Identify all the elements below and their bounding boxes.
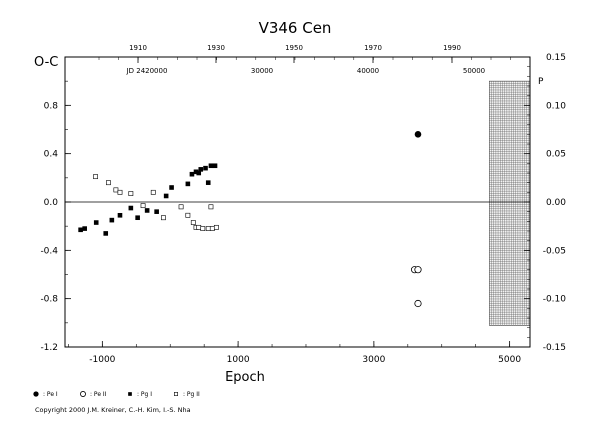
legend-label: : Pg I (137, 391, 152, 398)
y-tick-label: -0.8 (40, 295, 58, 305)
pg1-point (144, 208, 150, 213)
right-tick-label: -0.10 (543, 295, 567, 305)
pg1-point (212, 163, 218, 169)
pe2-point (414, 299, 422, 308)
year-tick-label: 1930 (207, 44, 225, 52)
pg1-point (193, 169, 199, 175)
year-tick-label: 1950 (285, 44, 303, 52)
x-tick-label: 3000 (362, 355, 385, 365)
pg2-point (117, 189, 123, 195)
chart-title: V346 Cen (259, 19, 332, 37)
y-tick-label: 0.0 (44, 198, 59, 208)
right-tick-label: 0.10 (546, 101, 566, 111)
hatch-background (489, 80, 531, 326)
jd-tick-label: 40000 (357, 67, 379, 75)
pg2-point (209, 226, 215, 231)
right-tick-label: -0.05 (543, 246, 566, 256)
pg1-point (78, 227, 83, 233)
pg2-point (113, 187, 119, 193)
x-tick-label: 1000 (227, 355, 250, 365)
pg1-point (93, 220, 99, 225)
pg2-point (93, 174, 98, 180)
pg1-point (205, 180, 211, 185)
pg2-point (178, 204, 184, 210)
pg1-point (196, 170, 202, 176)
pg2-point (128, 191, 134, 196)
y-axis-label: O-C (34, 55, 58, 70)
y-tick-label: -0.4 (40, 246, 58, 256)
pg1-point (185, 181, 191, 187)
y-axis-ticks: -1.2 -0.8 -0.4 0.0 0.4 0.8 (40, 56, 71, 353)
top-axis-ticks: 1910 1930 1950 1970 1990 JD 2420000 30000 40000… (98, 44, 511, 75)
legend-marker (174, 392, 178, 396)
legend-marker (80, 391, 86, 397)
pg1-point (198, 167, 204, 172)
pg2-point (190, 220, 196, 225)
legend-label: : Pe II (90, 391, 107, 398)
pg1-point (208, 163, 214, 169)
year-tick-label: 1970 (364, 44, 382, 52)
pg1-point (163, 193, 169, 199)
right-y-axis-ticks: -0.15 -0.10 -0.05 0.00 0.05 0.10 0.15 (524, 53, 566, 353)
legend-label: : Pg II (183, 391, 200, 398)
hatched-region (489, 80, 531, 326)
year-tick-label: 1990 (443, 44, 461, 52)
year-tick-label: 1910 (129, 44, 147, 52)
pg2-point (185, 212, 191, 218)
pg1-point (189, 171, 195, 177)
pe2-point (414, 266, 422, 274)
pg2-point (106, 180, 111, 186)
legend-label: : Pe I (43, 391, 58, 398)
right-tick-label: -0.15 (543, 343, 566, 353)
pg1-point (109, 217, 115, 223)
pg2-point (213, 224, 219, 230)
y-tick-label: 0.8 (44, 101, 59, 111)
pg2-point (208, 204, 214, 210)
jd-tick-label: 30000 (251, 67, 273, 75)
right-tick-label: 0.05 (546, 150, 566, 160)
pg1-point (117, 212, 123, 218)
right-tick-label: 0.00 (546, 198, 566, 208)
pg2-point (196, 224, 202, 230)
copyright-note: Copyright 2000 J.M. Kreiner, C.-H. Kim, … (35, 406, 191, 414)
right-unit-label: P (538, 77, 544, 87)
y-tick-label: 0.4 (44, 150, 59, 160)
pg1-point (135, 215, 140, 221)
pg1-point (169, 185, 174, 190)
x-axis-ticks: -1000 1000 3000 5000 (68, 341, 521, 365)
pg1-point (82, 226, 87, 231)
pg1-point (154, 209, 159, 214)
jd-tick-label: 50000 (463, 67, 485, 75)
jd-tick-label: JD 2420000 (126, 67, 168, 75)
legend-marker (33, 391, 39, 397)
pg2-point (205, 226, 211, 231)
pg2-point (150, 189, 156, 195)
pg1-point (103, 231, 109, 236)
legend: : Pe I : Pe II : Pg I : Pg II (33, 391, 200, 398)
data-points (78, 131, 422, 308)
y-tick-label: -1.2 (40, 343, 58, 353)
x-tick-label: -1000 (89, 355, 115, 365)
x-tick-label: 5000 (498, 355, 521, 365)
pg1-point (203, 165, 208, 171)
pe1-point (414, 131, 422, 138)
x-axis-label: Epoch (225, 370, 265, 385)
right-tick-label: 0.15 (546, 53, 566, 63)
legend-marker (128, 392, 132, 396)
pg1-point (128, 205, 134, 211)
pg2-point (200, 226, 206, 231)
pg2-point (161, 215, 166, 221)
pg2-point (140, 203, 146, 209)
